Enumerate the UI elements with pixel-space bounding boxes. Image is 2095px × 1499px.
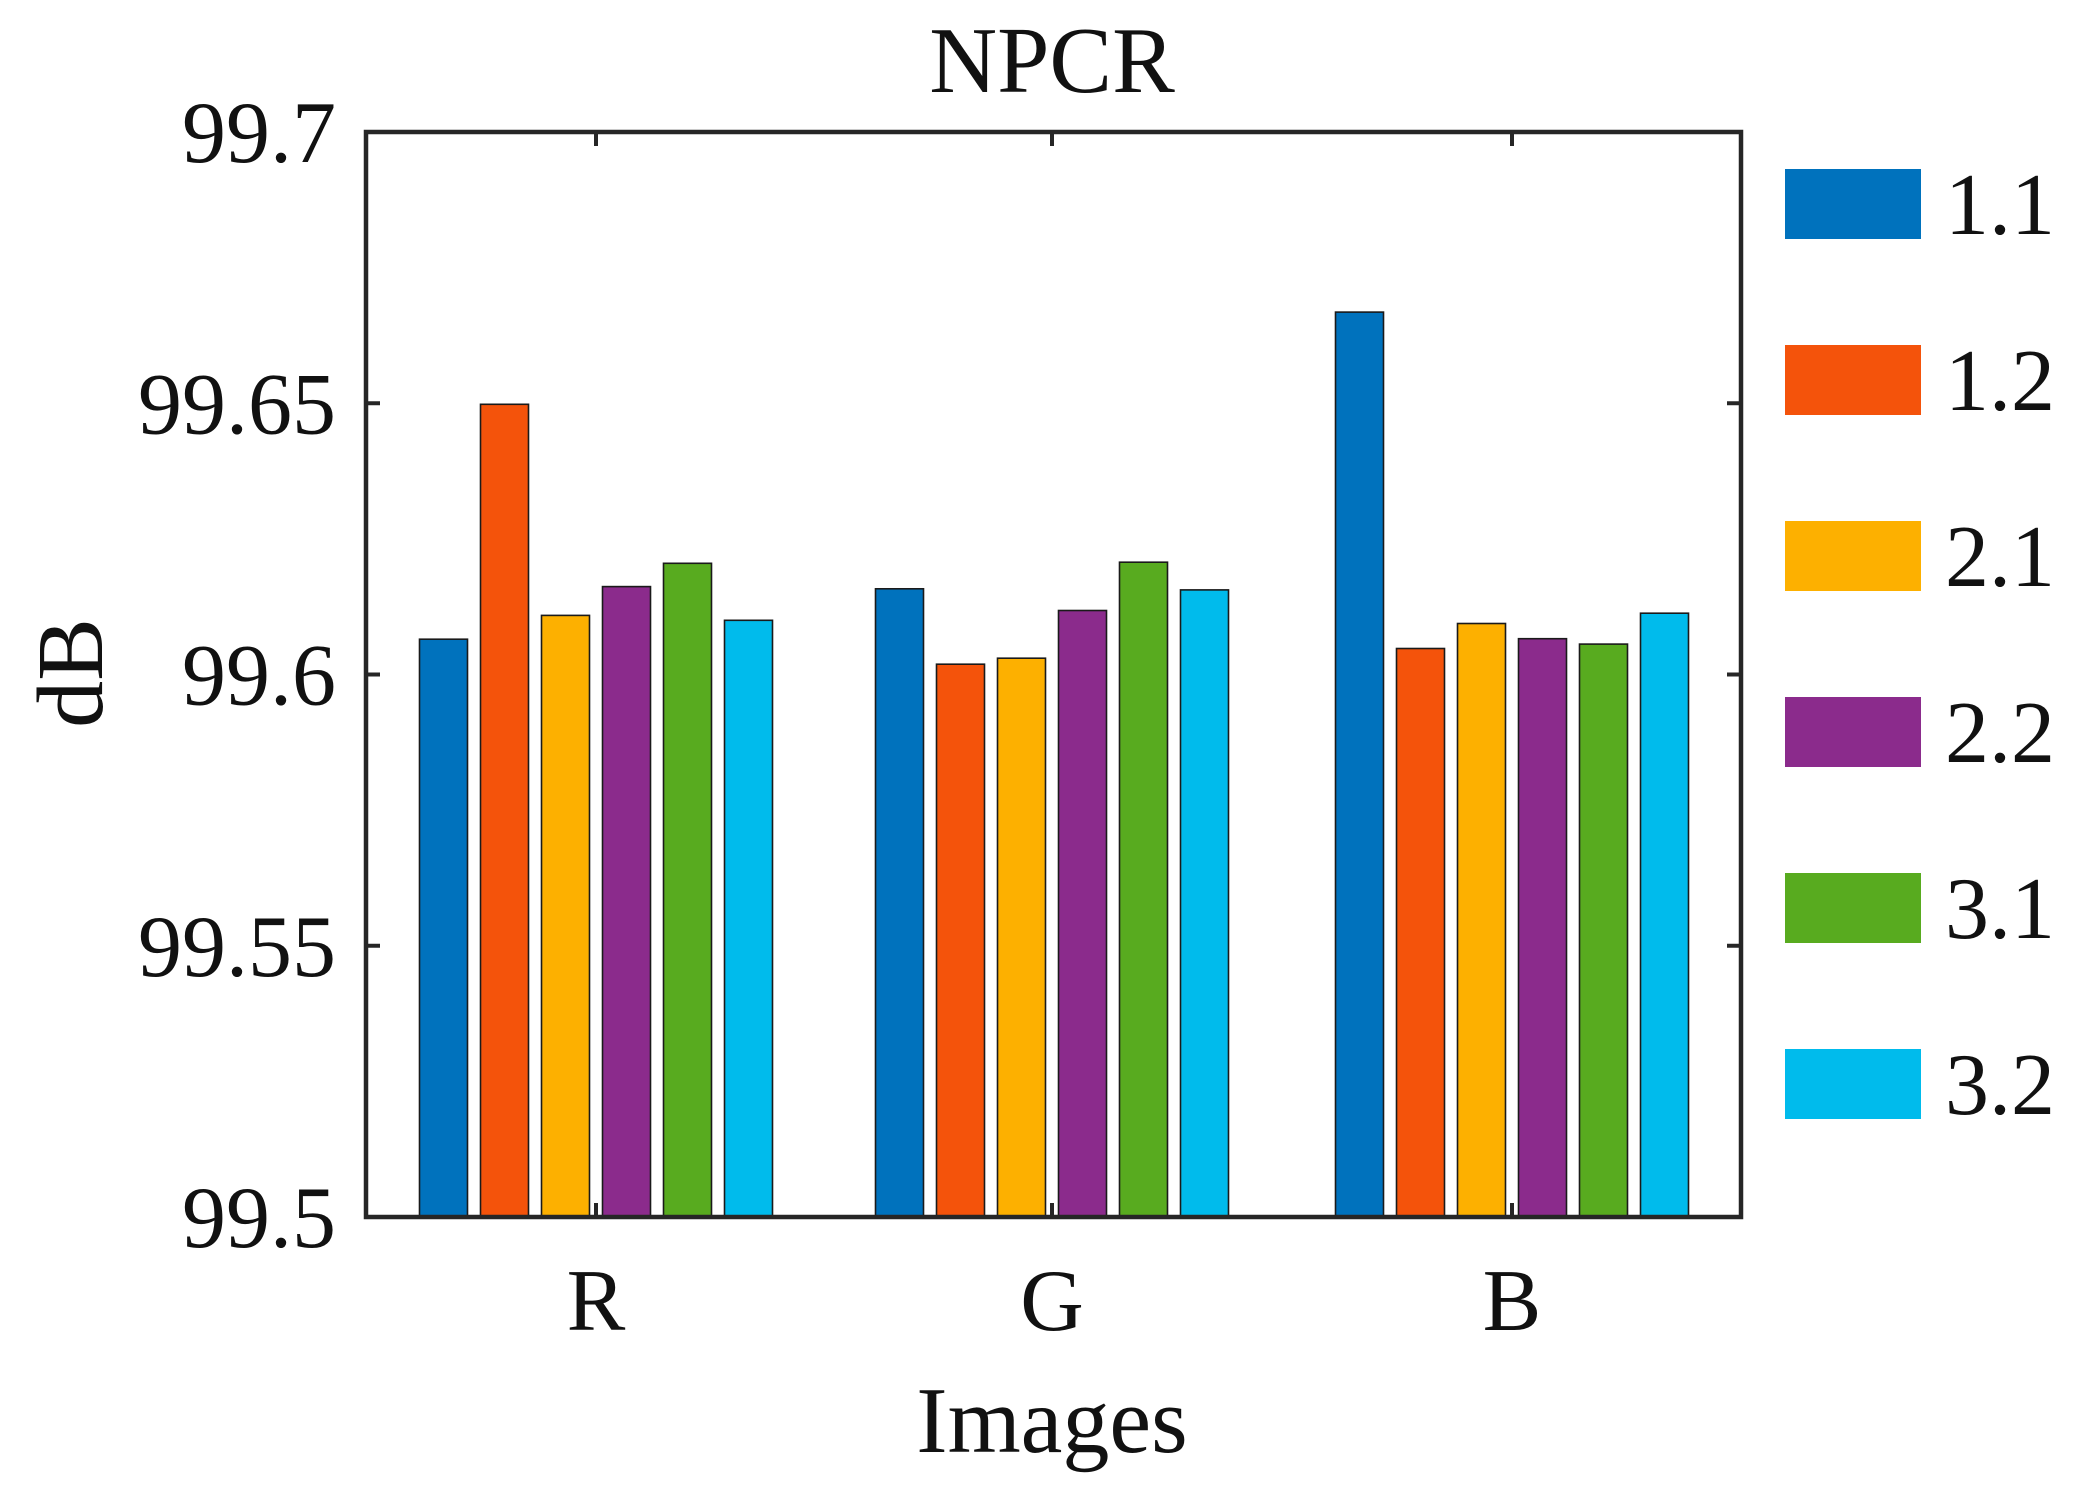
y-ticks-group: 99.5 99.55 99.6 99.65 99.7 (138, 85, 1741, 1267)
bar-G-3.1 (1118, 561, 1169, 1218)
bar-B-3.2 (1639, 612, 1690, 1218)
bar-G-1.2 (935, 663, 986, 1218)
bar-B-1.2 (1395, 647, 1446, 1218)
bar-R-2.2 (601, 585, 652, 1218)
x-tick-label-G: G (1020, 1253, 1084, 1350)
bar-R-2.1 (540, 614, 591, 1218)
legend: 1.1 1.2 2.1 2.2 3.1 3.2 (1785, 157, 2055, 1134)
bar-R-1.1 (418, 638, 469, 1218)
bar-G-2.2 (1057, 609, 1108, 1218)
legend-swatch-3.2 (1785, 1049, 1921, 1119)
legend-swatch-1.1 (1785, 169, 1921, 239)
legend-label-2.1: 2.1 (1945, 509, 2055, 606)
legend-label-1.1: 1.1 (1945, 157, 2055, 254)
y-axis-label: dB (19, 618, 123, 728)
bar-B-3.1 (1578, 643, 1629, 1218)
x-tick-label-R: R (567, 1253, 626, 1350)
legend-swatch-1.2 (1785, 345, 1921, 415)
bar-R-1.2 (479, 403, 530, 1218)
legend-swatch-2.2 (1785, 697, 1921, 767)
bar-G-1.1 (874, 587, 925, 1218)
bar-R-3.2 (723, 619, 774, 1218)
x-axis-label: Images (916, 1369, 1187, 1473)
legend-swatch-2.1 (1785, 521, 1921, 591)
bars-group (418, 311, 1690, 1218)
y-tick-label: 99.65 (138, 356, 336, 453)
bar-B-2.2 (1517, 637, 1568, 1218)
y-tick-label: 99.6 (182, 628, 336, 725)
bar-B-1.1 (1334, 311, 1385, 1218)
legend-label-1.2: 1.2 (1945, 333, 2055, 430)
bar-B-2.1 (1456, 622, 1507, 1218)
legend-label-3.1: 3.1 (1945, 861, 2055, 958)
y-tick-label: 99.5 (182, 1170, 336, 1267)
legend-label-2.2: 2.2 (1945, 685, 2055, 782)
legend-label-3.2: 3.2 (1945, 1037, 2055, 1134)
bar-G-2.1 (996, 657, 1047, 1218)
y-tick-label: 99.7 (182, 85, 336, 182)
bar-R-3.1 (662, 562, 713, 1218)
legend-swatch-3.1 (1785, 873, 1921, 943)
bar-G-3.2 (1179, 589, 1230, 1218)
y-tick-label: 99.55 (138, 899, 336, 996)
plot-frame (363, 129, 1744, 1220)
chart-title: NPCR (929, 9, 1175, 113)
x-tick-label-B: B (1483, 1253, 1542, 1350)
